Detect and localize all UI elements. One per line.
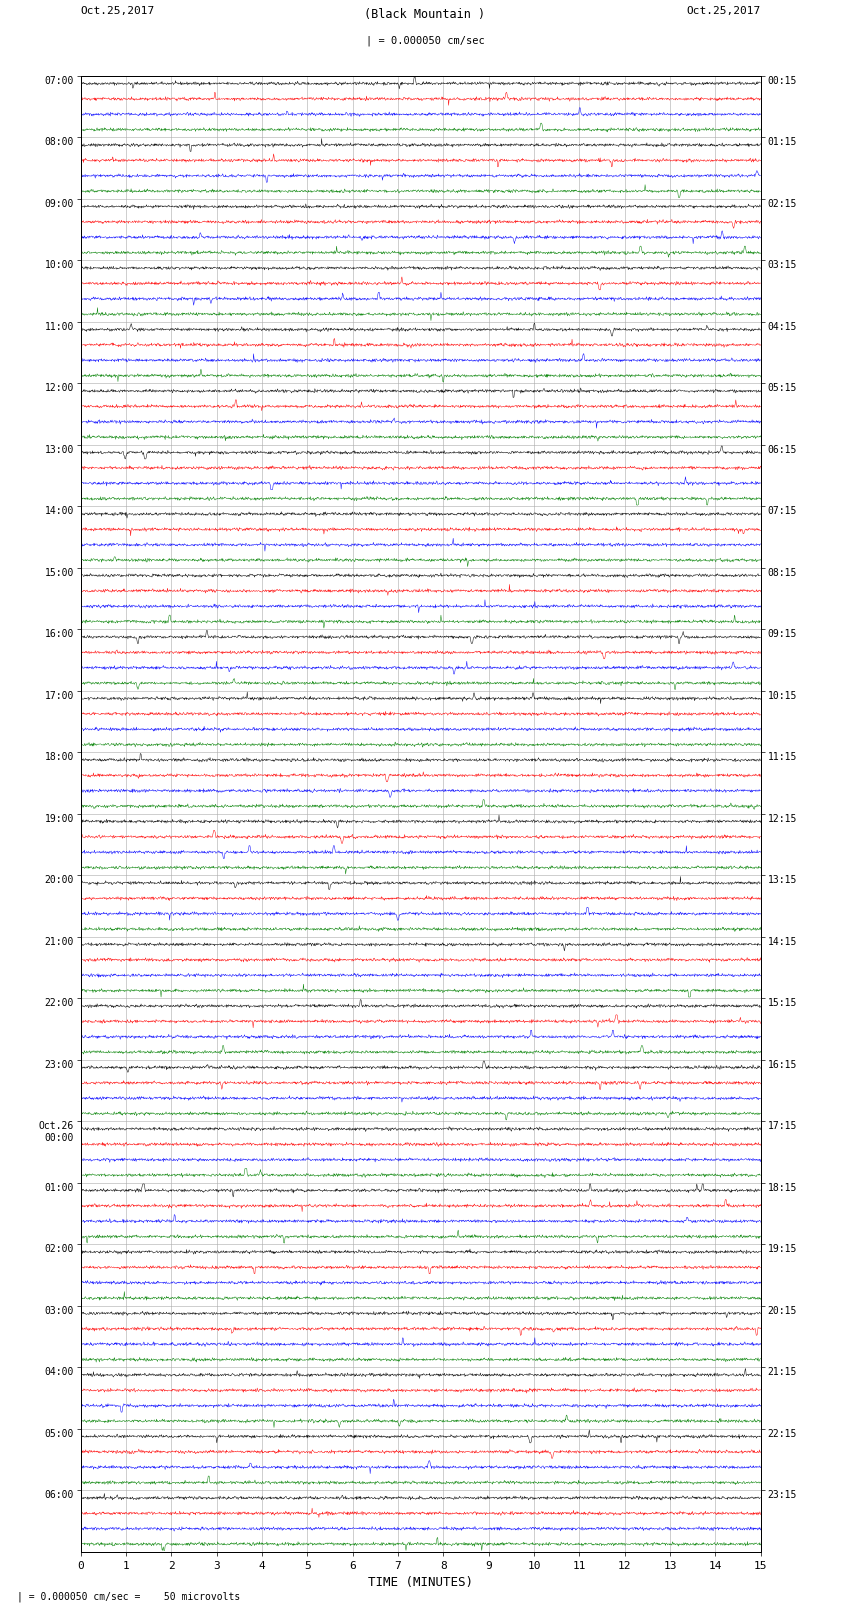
Text: | = 0.000050 cm/sec: | = 0.000050 cm/sec — [366, 35, 484, 45]
X-axis label: TIME (MINUTES): TIME (MINUTES) — [368, 1576, 473, 1589]
Text: | = 0.000050 cm/sec =    50 microvolts: | = 0.000050 cm/sec = 50 microvolts — [17, 1592, 241, 1602]
Text: Oct.25,2017: Oct.25,2017 — [687, 6, 761, 16]
Text: (Black Mountain ): (Black Mountain ) — [365, 8, 485, 21]
Text: Oct.25,2017: Oct.25,2017 — [81, 6, 155, 16]
